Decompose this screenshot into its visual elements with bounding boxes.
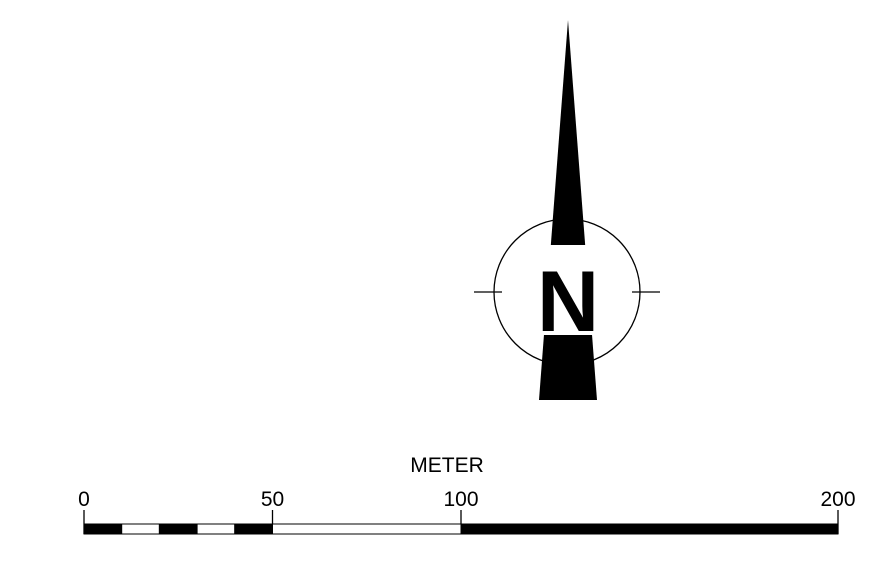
scale-subsegment bbox=[234, 523, 274, 535]
north-letter: N bbox=[537, 254, 599, 350]
scale-tick-label: 0 bbox=[78, 488, 90, 511]
scale-tick-label: 200 bbox=[820, 488, 855, 511]
scale-subsegment bbox=[158, 523, 198, 535]
scale-segment bbox=[460, 523, 839, 535]
scale-unit-label: METER bbox=[410, 454, 484, 477]
scale-subsegment bbox=[196, 523, 236, 535]
scale-bar: METER 0 50 100 200 bbox=[78, 454, 856, 535]
scale-subsegment bbox=[121, 523, 160, 535]
scale-tick-label: 100 bbox=[443, 488, 478, 511]
scale-segment bbox=[272, 523, 462, 535]
north-letter-box bbox=[543, 245, 593, 335]
scale-subsegment bbox=[83, 523, 123, 535]
north-arrow: N bbox=[474, 20, 660, 400]
scale-tick-label: 50 bbox=[261, 488, 284, 511]
